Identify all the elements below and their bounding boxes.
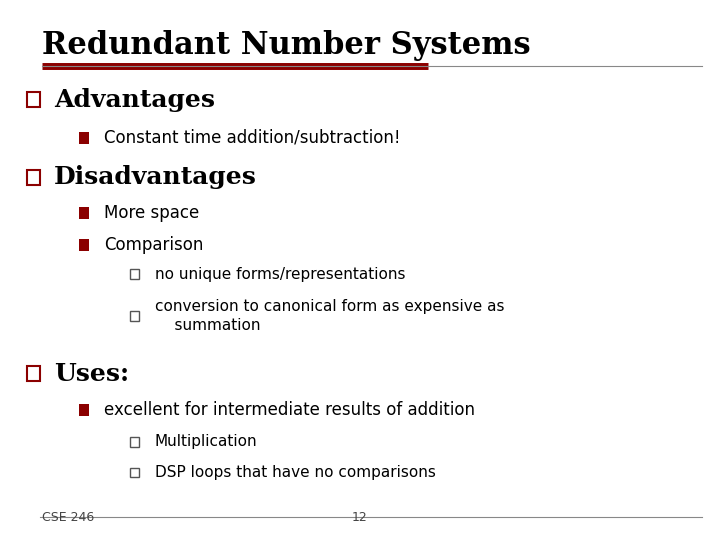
Bar: [130, 437, 139, 447]
Text: Disadvantages: Disadvantages: [54, 165, 257, 189]
Text: Redundant Number Systems: Redundant Number Systems: [42, 30, 531, 60]
Bar: [79, 404, 89, 416]
Text: conversion to canonical form as expensive as
    summation: conversion to canonical form as expensiv…: [155, 299, 504, 333]
Bar: [27, 92, 40, 107]
Bar: [79, 239, 89, 251]
Text: DSP loops that have no comparisons: DSP loops that have no comparisons: [155, 465, 436, 480]
Text: excellent for intermediate results of addition: excellent for intermediate results of ad…: [104, 401, 475, 420]
Bar: [130, 311, 139, 321]
Bar: [79, 132, 89, 144]
Text: Constant time addition/subtraction!: Constant time addition/subtraction!: [104, 129, 401, 147]
Text: More space: More space: [104, 204, 199, 222]
Bar: [130, 269, 139, 279]
Text: Uses:: Uses:: [54, 362, 129, 386]
Text: CSE 246: CSE 246: [42, 511, 94, 524]
Text: Comparison: Comparison: [104, 235, 204, 254]
Text: 12: 12: [352, 511, 368, 524]
Text: Multiplication: Multiplication: [155, 434, 258, 449]
Text: no unique forms/representations: no unique forms/representations: [155, 267, 405, 282]
Text: Advantages: Advantages: [54, 88, 215, 112]
Bar: [79, 207, 89, 219]
Bar: [27, 366, 40, 381]
Bar: [27, 170, 40, 185]
Bar: [130, 468, 139, 477]
